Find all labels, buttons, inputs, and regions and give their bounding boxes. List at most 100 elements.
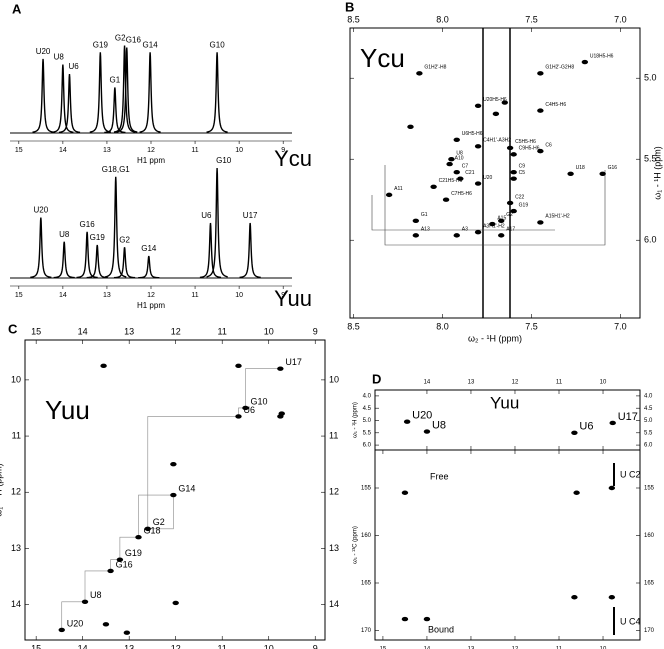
y-tick-label: 5.5 (644, 430, 653, 436)
cross-peak (498, 218, 505, 223)
cross-peak (416, 71, 423, 76)
peak-label: C22 (515, 194, 524, 200)
peak-label: A13 (421, 227, 430, 233)
y-tick-label: 14 (11, 599, 21, 609)
cross-peak (430, 184, 437, 189)
cross-peak (608, 485, 616, 491)
chart-title: Yuu (274, 286, 312, 311)
peak-label: G16 (608, 165, 618, 171)
y-tick-label: 6.0 (644, 235, 657, 245)
cross-peak (116, 557, 124, 562)
cross-peak (571, 430, 578, 435)
y-tick-label: 170 (644, 628, 655, 634)
cross-peak (107, 568, 114, 574)
x-tick-label: 12 (512, 380, 519, 386)
peak-label: U20 (36, 47, 51, 56)
cross-peak (407, 124, 414, 130)
peak-label: G14 (141, 244, 157, 253)
peak-label: G2 (115, 34, 126, 43)
x-tick-label: 11 (218, 326, 227, 336)
x-tick-label: 10 (235, 147, 243, 154)
y-tick-label: 6.0 (363, 443, 372, 449)
peak-label: U20 (483, 175, 492, 181)
peak-label: U6 (201, 211, 212, 220)
y-tick-label: 5.5 (363, 430, 372, 436)
peak-label: C9 (519, 164, 526, 170)
y-axis-label: ω₁ - ¹H (ppm) (0, 463, 3, 517)
peak-label: U8 (432, 419, 446, 431)
peak (53, 241, 75, 279)
cross-peak (385, 192, 393, 198)
connect-line (371, 195, 555, 231)
peak-label: U20H5-H6 (483, 97, 507, 103)
x-tick-label: 13 (124, 643, 134, 649)
peak (52, 64, 74, 133)
x-axis-label: H1 ppm (137, 156, 165, 165)
x-axis-label: H1 ppm (137, 301, 165, 310)
cross-peak (489, 221, 496, 227)
x-tick-label: 10 (235, 292, 243, 299)
cross-peak (474, 229, 482, 235)
x-tick-label: 8.0 (436, 321, 449, 331)
x-tick-label: 14 (78, 326, 88, 336)
peak-label: G1 (110, 76, 121, 85)
y-tick-label: 5.0 (363, 418, 372, 424)
y-tick-label: 160 (361, 533, 372, 539)
x-tick-label: 11 (218, 643, 227, 649)
x-tick-label: 13 (103, 147, 111, 154)
x-tick-label: 13 (103, 292, 111, 299)
x-tick-label: 15 (15, 292, 23, 299)
panel-label: C (8, 321, 18, 336)
panel-label: A (12, 1, 22, 16)
cross-peak (510, 152, 517, 157)
x-tick-label: 7.5 (525, 321, 538, 331)
x-axis-label: ω₂ - ¹H (ppm) (468, 333, 522, 343)
peak (206, 167, 228, 278)
peak (76, 231, 98, 279)
peak-label: C21 (465, 170, 474, 176)
y-tick-label: 5.5 (644, 154, 657, 164)
cross-peak (242, 405, 249, 411)
x-tick-label: 11 (556, 380, 563, 386)
peak-label: A10 (455, 155, 464, 161)
x-tick-label: 12 (147, 147, 155, 154)
cross-peak (573, 490, 580, 495)
walk-line (147, 495, 174, 530)
cross-peak (510, 208, 517, 214)
cross-peak (453, 137, 460, 142)
peak-label: A15H1'-H2 (545, 214, 570, 220)
cross-peak (581, 59, 589, 65)
annotation: U C4 (620, 616, 641, 626)
cross-peak (510, 169, 517, 175)
cross-peak (442, 197, 450, 202)
cross-peak (567, 171, 574, 177)
y-tick-label: 13 (11, 543, 21, 553)
x-tick-label: 13 (468, 647, 475, 649)
y-tick-label: 12 (329, 487, 339, 497)
cross-peak (457, 176, 464, 181)
peak-label: G10 (216, 156, 232, 165)
peak-label: C21H5-H6 (439, 178, 463, 184)
cross-peak (501, 100, 508, 105)
peak-label: G1H2'-G2H8 (545, 65, 574, 71)
peak-label: G16 (126, 36, 142, 45)
peak-label: C5H5-H6 (515, 139, 536, 145)
plot-frame (349, 27, 641, 319)
cross-peak (172, 600, 179, 606)
x-tick-label: 8.5 (347, 14, 360, 24)
peak (116, 47, 138, 133)
y-tick-label: 4.5 (644, 406, 653, 412)
cross-peak (235, 414, 242, 419)
walk-line (138, 494, 174, 538)
peak-label: C4H1'-A3H2 (483, 138, 511, 144)
peak-label: U17 (285, 357, 302, 367)
peak-label: G19 (519, 202, 529, 208)
peak-label: U8 (90, 590, 102, 600)
cross-peak (100, 363, 107, 369)
x-tick-label: 15 (31, 643, 41, 649)
peak (86, 244, 108, 279)
cross-peak (510, 176, 517, 181)
cross-peak (170, 492, 177, 498)
y-tick-label: 155 (644, 486, 655, 492)
peak-label: U8 (54, 53, 65, 62)
